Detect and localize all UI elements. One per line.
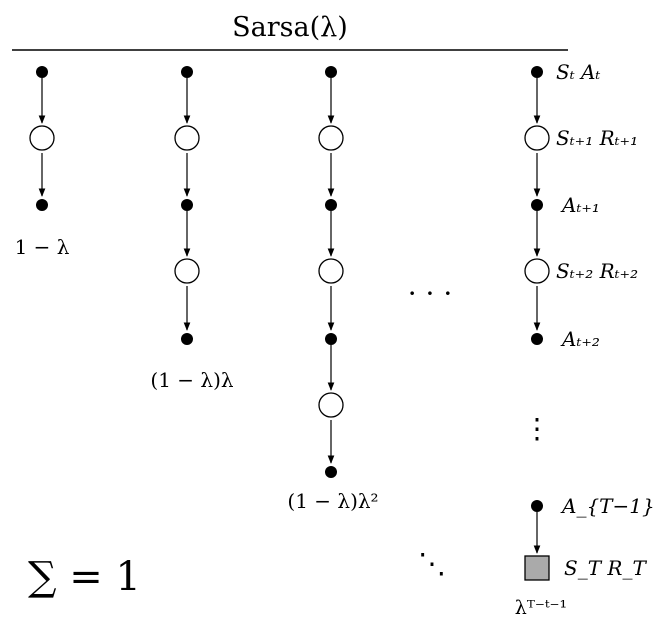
- state-node: [318, 392, 344, 418]
- state-node: [174, 258, 200, 284]
- action-node: [531, 199, 543, 211]
- label-st2-rt2: Sₜ₊₂ Rₜ₊₂: [556, 259, 638, 283]
- state-node: [29, 125, 55, 151]
- action-node: [325, 199, 337, 211]
- action-node: [181, 199, 193, 211]
- action-node: [36, 199, 48, 211]
- action-node: [531, 500, 543, 512]
- label-st1-rt1: Sₜ₊₁ Rₜ₊₁: [556, 126, 638, 150]
- label-at1: Aₜ₊₁: [560, 193, 600, 217]
- action-node: [36, 66, 48, 78]
- action-node: [531, 333, 543, 345]
- backup-column-3: (1 − λ)λ²: [287, 66, 379, 513]
- action-node: [325, 466, 337, 478]
- action-node: [325, 66, 337, 78]
- backup-column-2: (1 − λ)λ: [150, 66, 234, 392]
- sum-equals-one: ∑ = 1: [28, 554, 141, 600]
- label-aT1: A_{T−1}: [560, 494, 655, 518]
- state-node: [174, 125, 200, 151]
- state-node: [318, 125, 344, 151]
- node-labels: Sₜ Aₜ Sₜ₊₁ Rₜ₊₁ Aₜ₊₁ Sₜ₊₂ Rₜ₊₂ Aₜ₊₂ A_{T…: [556, 60, 655, 580]
- weight-label-4: λᵀ⁻ᵗ⁻¹: [515, 597, 567, 619]
- terminal-state-node: [524, 555, 550, 581]
- diagonal-ellipsis: ⋱: [418, 547, 446, 580]
- action-node: [325, 333, 337, 345]
- title: Sarsa(λ): [232, 12, 348, 43]
- state-node: [524, 125, 550, 151]
- action-node: [181, 66, 193, 78]
- label-at2: Aₜ₊₂: [560, 327, 600, 351]
- horizontal-ellipsis: · · ·: [408, 277, 453, 310]
- label-sT-rT: S_T R_T: [564, 556, 647, 580]
- action-node: [531, 66, 543, 78]
- weight-label-1: 1 − λ: [15, 235, 70, 259]
- state-node: [524, 258, 550, 284]
- backup-column-4: ⋮ λᵀ⁻ᵗ⁻¹: [515, 66, 567, 619]
- weight-label-2: (1 − λ)λ: [150, 368, 233, 392]
- state-node: [318, 258, 344, 284]
- action-node: [181, 333, 193, 345]
- weight-label-3: (1 − λ)λ²: [287, 489, 378, 513]
- backup-column-1: 1 − λ: [15, 66, 70, 259]
- vertical-ellipsis: ⋮: [523, 412, 551, 445]
- label-st-at: Sₜ Aₜ: [556, 60, 600, 84]
